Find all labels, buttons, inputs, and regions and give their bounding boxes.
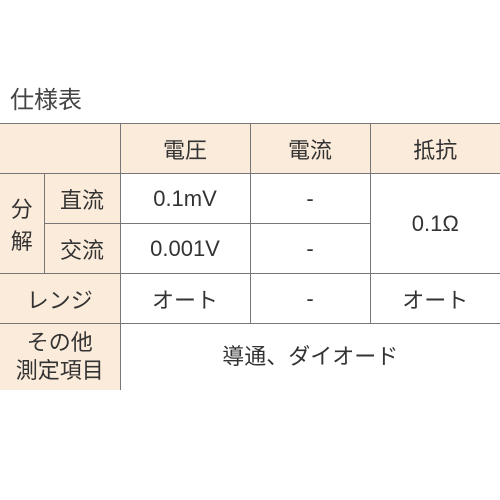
cell-other-items: 導通、ダイオード xyxy=(120,324,500,390)
rowhdr-range: レンジ xyxy=(0,274,120,324)
cell-ac-voltage: 0.001V xyxy=(120,224,250,274)
table-row: レンジ オート - オート xyxy=(0,274,500,324)
cell-ac-current: - xyxy=(250,224,370,274)
cell-dc-current: - xyxy=(250,174,370,224)
table-row: 電圧 電流 抵抗 xyxy=(0,124,500,174)
cell-range-current: - xyxy=(250,274,370,324)
rowhdr-ac: 交流 xyxy=(44,224,120,274)
cell-resistance-resolution: 0.1Ω xyxy=(370,174,500,274)
header-resistance: 抵抗 xyxy=(370,124,500,174)
header-blank xyxy=(0,124,120,174)
header-current: 電流 xyxy=(250,124,370,174)
rowgroup-resolution: 分 解 xyxy=(0,174,44,274)
rowhdr-other: その他 測定項目 xyxy=(0,324,120,390)
rowhdr-dc: 直流 xyxy=(44,174,120,224)
cell-range-resistance: オート xyxy=(370,274,500,324)
header-voltage: 電圧 xyxy=(120,124,250,174)
cell-dc-voltage: 0.1mV xyxy=(120,174,250,224)
table-row: 分 解 直流 0.1mV - 0.1Ω xyxy=(0,174,500,224)
spec-table: 電圧 電流 抵抗 分 解 直流 0.1mV - 0.1Ω 交流 0.001V -… xyxy=(0,123,500,390)
table-title: 仕様表 xyxy=(0,80,500,123)
table-row: その他 測定項目 導通、ダイオード xyxy=(0,324,500,390)
cell-range-voltage: オート xyxy=(120,274,250,324)
